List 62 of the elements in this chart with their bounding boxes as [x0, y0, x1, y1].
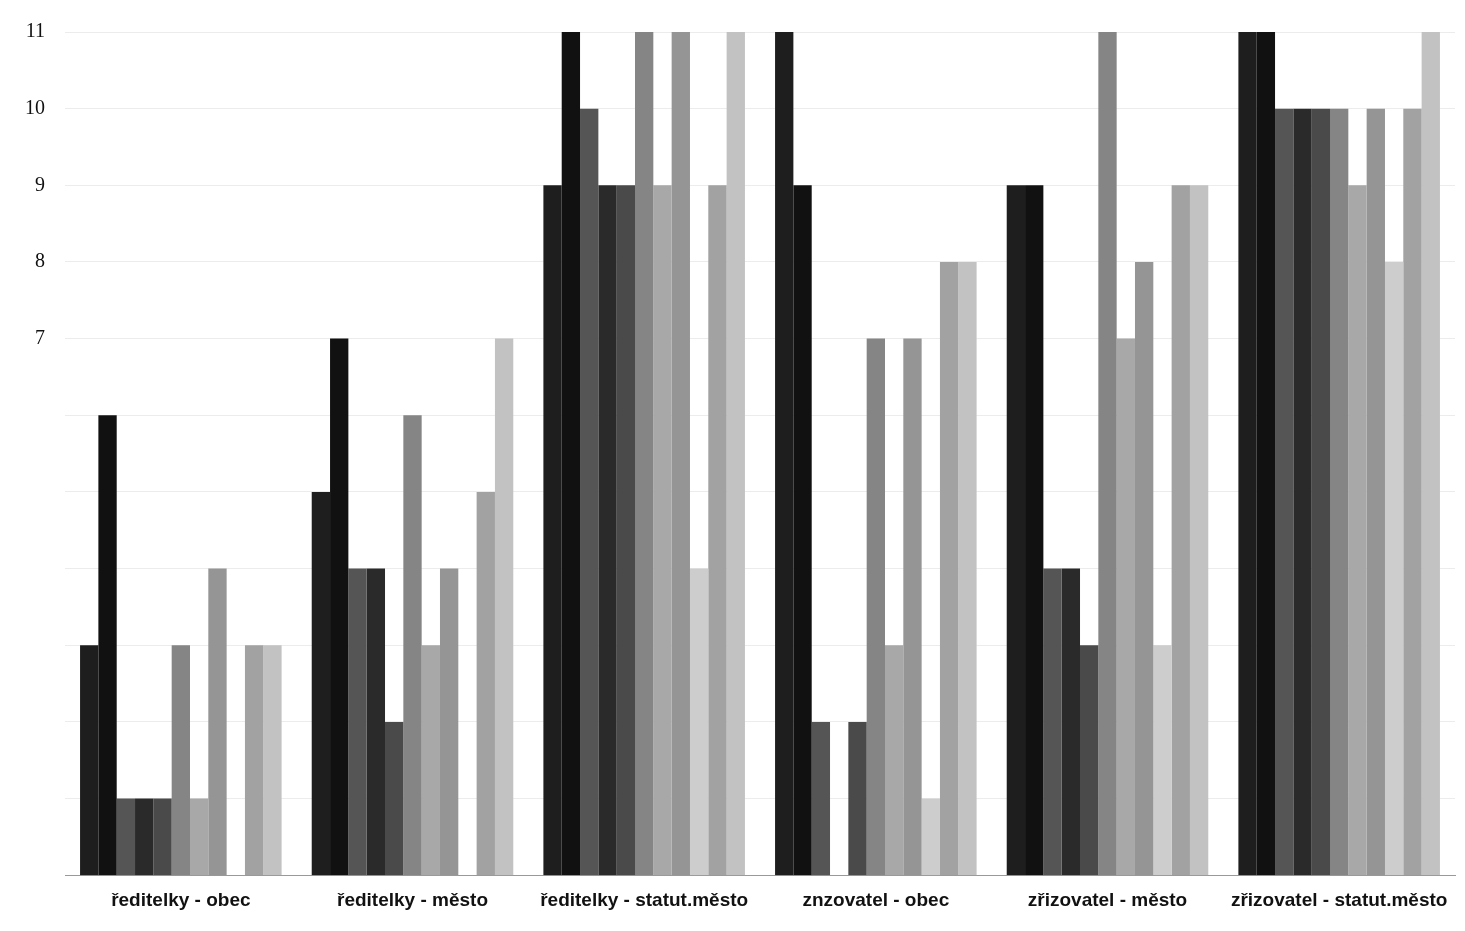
bar [653, 185, 672, 876]
bar [153, 798, 172, 876]
bar [580, 108, 599, 876]
y-tick-label: 7 [35, 325, 45, 348]
bar [135, 798, 154, 876]
bar [1275, 108, 1294, 876]
bar [98, 415, 117, 876]
bar [263, 645, 282, 876]
bar [1293, 108, 1312, 876]
bar [921, 798, 940, 876]
bar [80, 645, 99, 876]
y-tick-label: 10 [25, 95, 45, 118]
bar [190, 798, 209, 876]
bar [689, 568, 709, 876]
bar [403, 415, 422, 876]
bar [366, 568, 386, 876]
bar [1311, 108, 1331, 876]
bar [885, 645, 904, 876]
bar [330, 338, 349, 876]
bar [848, 721, 867, 876]
bar [1025, 185, 1044, 876]
x-tick-label: ředitelky - město [337, 888, 488, 910]
bar [616, 185, 636, 876]
bar [1238, 32, 1257, 876]
x-tick-label: znzovatel - obec [802, 888, 950, 910]
x-tick-label: ředitelky - statut.město [540, 888, 749, 910]
bar [1153, 645, 1172, 876]
bar [1330, 108, 1349, 876]
bar [171, 645, 190, 876]
x-tick-label: zřizovatel - statut.město [1230, 888, 1448, 910]
bar [1384, 261, 1404, 876]
bar [958, 261, 977, 876]
bar [793, 185, 812, 876]
bar [1189, 185, 1209, 876]
bar [543, 185, 562, 876]
bar [866, 338, 885, 876]
bar [1098, 32, 1117, 876]
bar [348, 568, 367, 876]
bar [1256, 32, 1276, 876]
x-tick-label: ředitelky - obec [111, 888, 251, 910]
bar [635, 32, 654, 876]
bar [116, 798, 136, 876]
bar [561, 32, 581, 876]
bar [1061, 568, 1081, 876]
bar [311, 491, 331, 876]
bar [1421, 32, 1440, 876]
bar [385, 721, 404, 876]
y-tick-label: 9 [35, 172, 45, 195]
bar [1116, 338, 1135, 876]
bar [1080, 645, 1099, 876]
bar [421, 645, 440, 876]
bar [811, 721, 831, 876]
bar [726, 32, 745, 876]
bar [1348, 185, 1367, 876]
x-tick-label: zřizovatel - město [1027, 888, 1188, 910]
bar [494, 338, 514, 876]
y-tick-label: 11 [25, 19, 45, 42]
bar [1043, 568, 1062, 876]
y-tick-label: 8 [35, 249, 45, 272]
bar [1006, 185, 1026, 876]
bar [775, 32, 794, 876]
bar [598, 185, 617, 876]
